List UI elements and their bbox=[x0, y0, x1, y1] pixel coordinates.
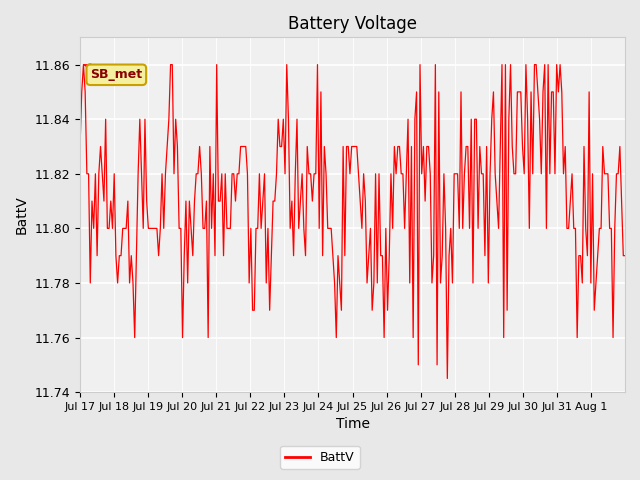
X-axis label: Time: Time bbox=[335, 418, 369, 432]
Y-axis label: BattV: BattV bbox=[15, 195, 29, 234]
Legend: BattV: BattV bbox=[280, 446, 360, 469]
Title: Battery Voltage: Battery Voltage bbox=[288, 15, 417, 33]
Text: SB_met: SB_met bbox=[84, 64, 142, 81]
